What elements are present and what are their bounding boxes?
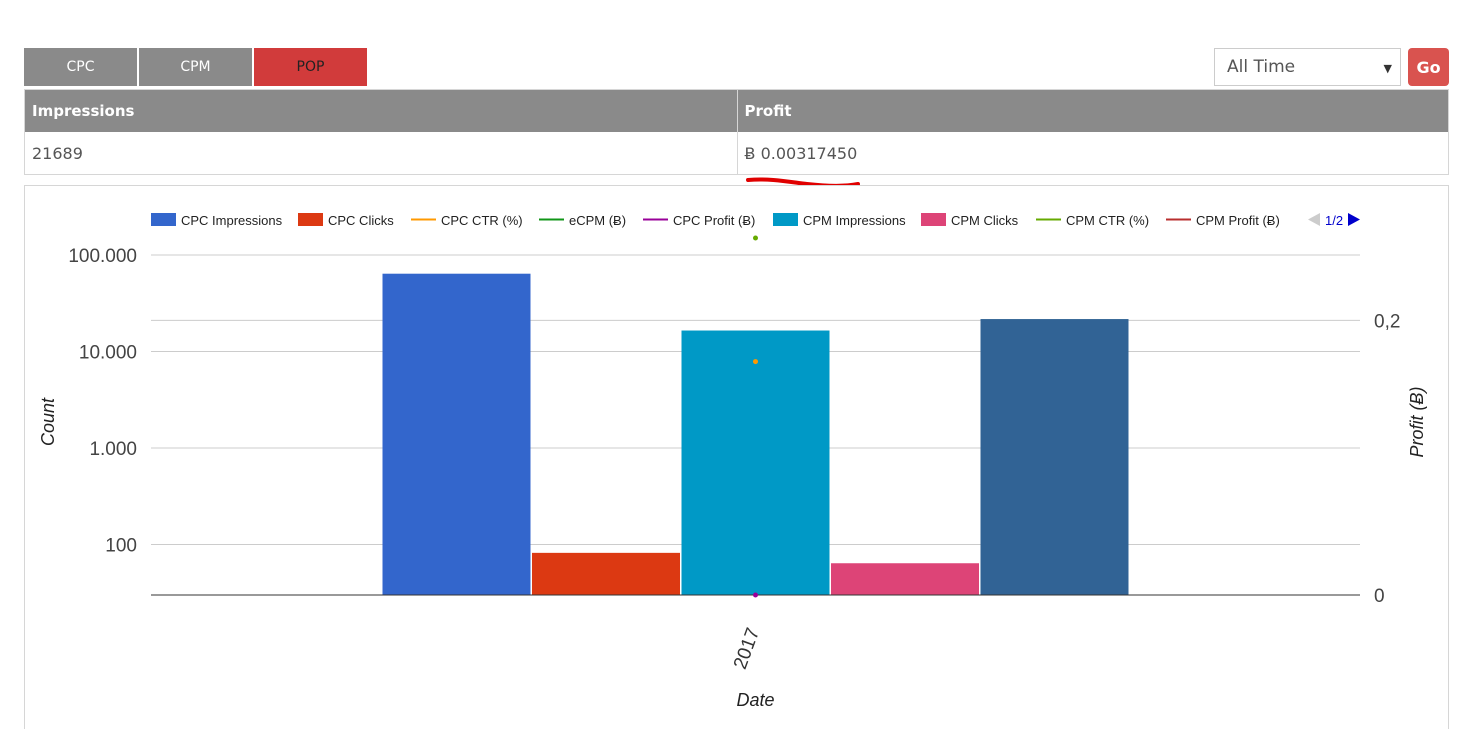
date-range-value: All Time — [1227, 57, 1296, 77]
stats-data-row: 21689 Ƀ 0.00317450 — [25, 132, 1448, 174]
profit-value: Ƀ 0.00317450 — [736, 132, 1449, 174]
legend-swatch — [921, 213, 946, 226]
y-tick-label: 1.000 — [89, 439, 137, 460]
legend-label: CPC Impressions — [181, 213, 283, 228]
tab-bar: CPC CPM POP — [24, 48, 369, 86]
stats-table: Impressions Profit 21689 Ƀ 0.00317450 — [24, 89, 1449, 175]
legend-swatch — [773, 213, 798, 226]
chart-bar — [532, 552, 680, 595]
data-point — [753, 235, 758, 241]
x-axis-title: Date — [736, 690, 774, 710]
chart-bar — [382, 273, 531, 595]
legend-label: CPC Profit (Ƀ) — [673, 213, 755, 228]
tab-cpc[interactable]: CPC — [24, 48, 137, 86]
date-range-select[interactable]: All Time ▼ — [1214, 48, 1401, 86]
chart-bar — [980, 319, 1129, 595]
legend-next-icon — [1348, 213, 1360, 226]
go-button[interactable]: Go — [1408, 48, 1449, 86]
y-tick-label: 100.000 — [68, 246, 137, 267]
legend-swatch — [151, 213, 176, 226]
y2-axis-title: Profit (Ƀ) — [1407, 386, 1427, 457]
combo-chart: 100 1.000 10.000 100.000 0 0,2 2017 Date Count Pr… — [38, 213, 1427, 710]
legend-page-indicator: 1/2 — [1325, 213, 1343, 228]
tab-pop[interactable]: POP — [254, 48, 367, 86]
y-tick-label: 10.000 — [79, 343, 137, 364]
profit-header: Profit — [736, 90, 1449, 132]
legend-label: CPM Profit (Ƀ) — [1196, 213, 1280, 228]
tab-cpm[interactable]: CPM — [139, 48, 252, 86]
legend-label: eCPM (Ƀ) — [569, 213, 626, 228]
chevron-down-icon: ▼ — [1383, 62, 1392, 75]
legend-label: CPC Clicks — [328, 213, 394, 228]
legend-prev-icon — [1308, 213, 1320, 226]
impressions-header: Impressions — [32, 102, 135, 120]
legend-swatch — [298, 213, 323, 226]
chart-container: 100 1.000 10.000 100.000 0 0,2 2017 Date Count Pr… — [24, 185, 1449, 729]
y2-tick-label: 0 — [1374, 586, 1385, 607]
legend-label: CPM Clicks — [951, 213, 1019, 228]
x-tick-label: 2017 — [730, 625, 764, 672]
data-point — [753, 592, 758, 598]
chart-bar — [681, 330, 830, 595]
y-tick-label: 100 — [105, 536, 137, 557]
legend-label: CPM CTR (%) — [1066, 213, 1149, 228]
stats-header-row: Impressions Profit — [25, 90, 1448, 132]
legend-label: CPM Impressions — [803, 213, 906, 228]
data-point — [753, 359, 758, 365]
impressions-value: 21689 — [32, 143, 83, 163]
chart-bar — [831, 563, 979, 595]
y2-tick-label: 0,2 — [1374, 311, 1400, 332]
y-axis-title: Count — [38, 397, 58, 446]
legend-label: CPC CTR (%) — [441, 213, 523, 228]
